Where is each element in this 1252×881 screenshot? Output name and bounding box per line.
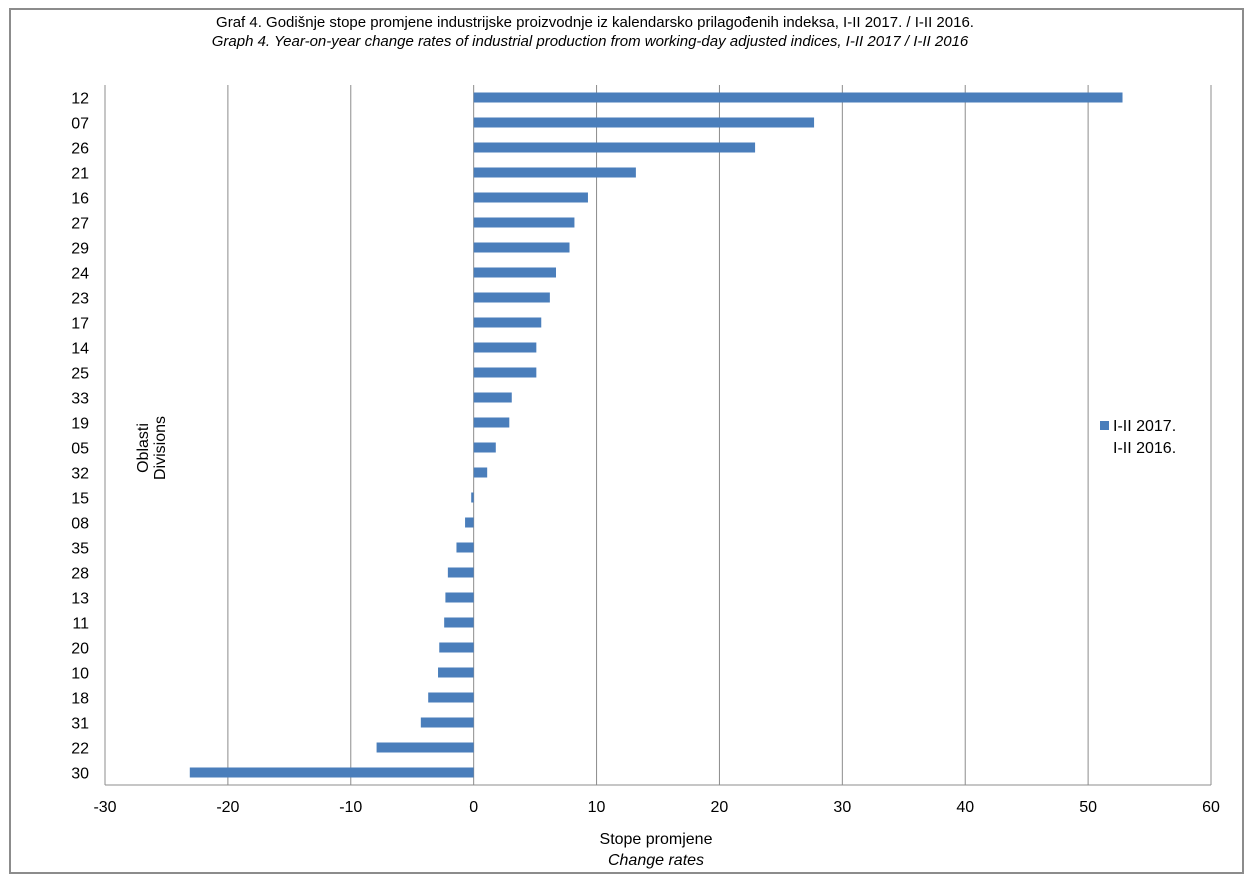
bar-26 (473, 142, 756, 153)
category-label-12: 12 (71, 91, 89, 108)
category-label-11: 11 (72, 616, 89, 633)
category-label-21: 21 (71, 166, 89, 183)
category-label-23: 23 (71, 291, 89, 308)
legend-label-line1: I-II 2017. (1113, 418, 1176, 435)
category-label-25: 25 (71, 366, 89, 383)
bar-23 (473, 292, 550, 303)
bar-18 (428, 692, 474, 703)
category-label-32: 32 (71, 466, 89, 483)
bar-10 (438, 667, 474, 678)
category-label-27: 27 (71, 216, 89, 233)
bar-12 (473, 92, 1123, 103)
bar-05 (473, 442, 496, 453)
bar-15 (471, 492, 474, 503)
x-axis-label-en: Change rates (608, 852, 704, 869)
bar-27 (473, 217, 575, 228)
bar-29 (473, 242, 570, 253)
category-label-08: 08 (71, 516, 89, 533)
y-axis-label-en: Divisions (152, 416, 169, 480)
bar-25 (473, 367, 537, 378)
grid-lines (104, 85, 1212, 786)
category-label-30: 30 (71, 766, 89, 783)
y-axis-label: Oblasti (135, 423, 152, 473)
category-labels: 12 07 26 21 16 27 29 24 23 17 14 25 33 19 05 32 15 08 35 28… (71, 91, 89, 783)
category-label-18: 18 (71, 691, 89, 708)
bar-13 (445, 592, 474, 603)
bars (189, 92, 1123, 778)
category-label-28: 28 (71, 566, 89, 583)
category-label-15: 15 (71, 491, 89, 508)
bar-14 (473, 342, 537, 353)
category-label-29: 29 (71, 241, 89, 258)
chart-subtitle: Graph 4. Year-on-year change rates of in… (212, 33, 969, 50)
x-tick-label: -30 (93, 799, 116, 816)
category-label-05: 05 (71, 441, 89, 458)
x-tick-labels: -30 -20 -10 0 10 20 30 40 50 60 (93, 799, 1220, 816)
category-label-16: 16 (71, 191, 89, 208)
x-tick-label: 40 (956, 799, 974, 816)
bar-08 (465, 517, 474, 528)
bar-20 (439, 642, 474, 653)
category-label-35: 35 (71, 541, 89, 558)
x-tick-label: 20 (711, 799, 729, 816)
bar-07 (473, 117, 815, 128)
category-label-13: 13 (71, 591, 89, 608)
bar-24 (473, 267, 557, 278)
category-label-22: 22 (71, 741, 89, 758)
legend: I-II 2017. I-II 2016. (1100, 418, 1176, 457)
bar-19 (473, 417, 510, 428)
chart-title: Graf 4. Godišnje stope promjene industri… (216, 14, 974, 31)
x-tick-label: -20 (216, 799, 239, 816)
x-tick-label: 60 (1202, 799, 1220, 816)
x-tick-label: 10 (588, 799, 606, 816)
bar-11 (444, 617, 474, 628)
category-label-14: 14 (71, 341, 89, 358)
x-tick-label: 50 (1079, 799, 1097, 816)
bar-17 (473, 317, 542, 328)
bar-28 (447, 567, 474, 578)
bar-31 (420, 717, 474, 728)
category-label-31: 31 (71, 716, 89, 733)
category-label-33: 33 (71, 391, 89, 408)
bar-21 (473, 167, 636, 178)
bar-32 (473, 467, 488, 478)
bar-22 (376, 742, 474, 753)
x-tick-label: 30 (833, 799, 851, 816)
bar-16 (473, 192, 588, 203)
category-label-26: 26 (71, 141, 89, 158)
category-label-10: 10 (71, 666, 89, 683)
category-label-07: 07 (71, 116, 89, 133)
x-tick-label: 0 (469, 799, 478, 816)
legend-label-line2: I-II 2016. (1113, 440, 1176, 457)
legend-swatch (1100, 421, 1109, 430)
y-axis-title: Oblasti Divisions (135, 416, 169, 480)
x-axis-label: Stope promjene (600, 831, 713, 848)
category-label-19: 19 (71, 416, 89, 433)
x-tick-label: -10 (339, 799, 362, 816)
category-label-20: 20 (71, 641, 89, 658)
bar-33 (473, 392, 512, 403)
category-label-17: 17 (71, 316, 89, 333)
category-label-24: 24 (71, 266, 89, 283)
bar-35 (456, 542, 474, 553)
bar-30 (189, 767, 474, 778)
